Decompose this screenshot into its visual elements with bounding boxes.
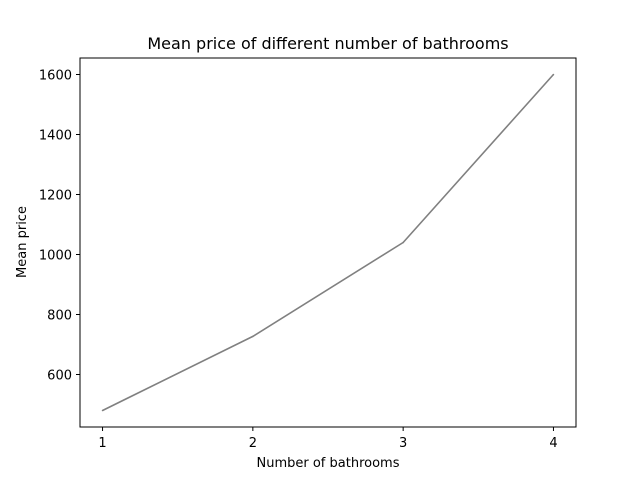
series-line [102,73,555,412]
plot-frame [79,57,577,428]
y-axis: 600 800 1000 1200 1400 1600 [39,69,80,384]
y-axis-label: Mean price [15,206,30,278]
data-point [402,241,404,244]
y-tick-label: 1200 [39,189,72,204]
x-axis-label: Number of bathrooms [257,456,400,471]
series-layer [101,73,555,412]
data-point [252,335,254,338]
plot-area [79,57,577,428]
y-tick-label: 1400 [39,129,72,144]
x-tick-label: 4 [549,436,557,451]
x-tick-label: 3 [399,436,407,451]
x-tick-label: 2 [249,436,257,451]
y-tick-label: 1600 [39,69,72,84]
chart-title: Mean price of different number of bathro… [147,34,508,53]
y-tick-label: 600 [47,369,72,384]
data-point [101,409,104,412]
x-axis: 1 2 3 4 [98,427,558,451]
y-tick-label: 1000 [39,249,72,264]
y-tick-label: 800 [47,309,72,324]
x-tick-label: 1 [98,436,106,451]
data-point [552,73,555,76]
